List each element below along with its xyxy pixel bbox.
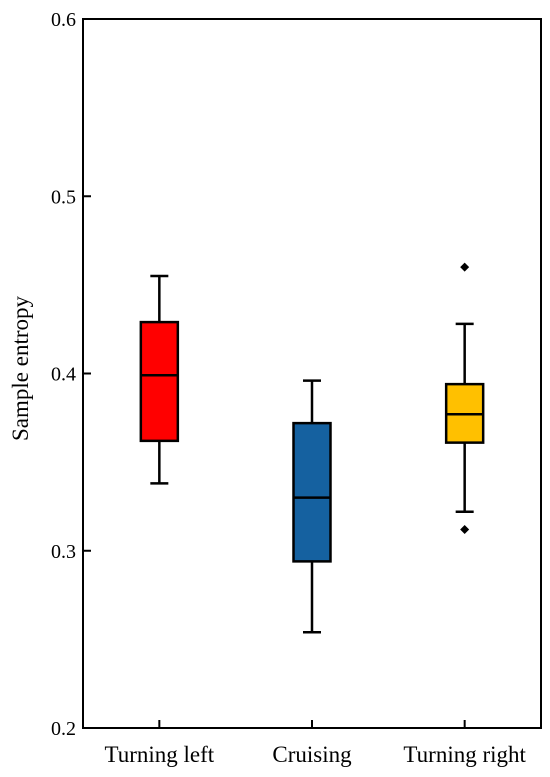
y-tick-label: 0.3 xyxy=(51,541,76,563)
y-axis-ticks: 0.2 0.3 0.4 0.5 0.6 xyxy=(51,9,91,740)
y-tick-label: 0.5 xyxy=(51,186,76,208)
x-tick-label: Turning right xyxy=(403,742,526,767)
outlier-point xyxy=(460,524,470,534)
x-tick-label: Turning left xyxy=(104,742,214,767)
box-cruising xyxy=(292,379,332,634)
outlier-point xyxy=(460,262,470,272)
interquartile-box xyxy=(139,320,180,443)
y-tick-label: 0.2 xyxy=(51,718,76,740)
x-tick-label: Cruising xyxy=(272,742,352,767)
plot-frame xyxy=(82,18,542,729)
box-turning-left xyxy=(139,274,180,485)
x-axis-ticks: Turning left Cruising Turning right xyxy=(104,720,527,767)
box-turning-right xyxy=(444,262,485,534)
y-tick-label: 0.6 xyxy=(51,9,76,31)
y-tick-label: 0.4 xyxy=(51,364,76,386)
interquartile-box xyxy=(292,421,332,563)
box-series xyxy=(139,262,485,634)
y-axis-title: Sample entropy xyxy=(8,296,33,441)
